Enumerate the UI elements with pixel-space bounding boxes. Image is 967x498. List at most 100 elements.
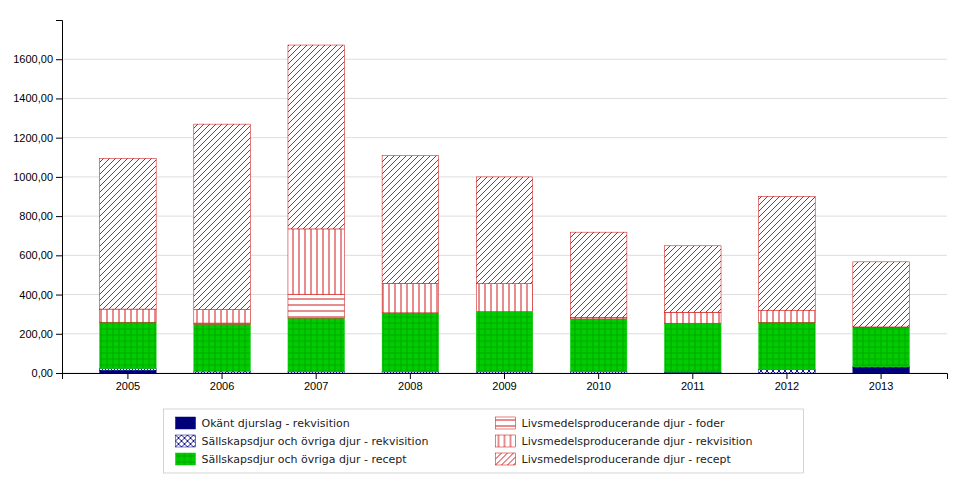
bar <box>100 158 156 309</box>
bar <box>759 311 815 323</box>
bar <box>476 177 532 284</box>
legend-swatch <box>176 453 196 465</box>
tick-mark <box>881 373 882 379</box>
tick-mark <box>786 373 787 379</box>
tick: 2007 <box>304 373 328 392</box>
bar <box>570 232 626 317</box>
legend-label: Livsmedelsproducerande djur - rekvisitio… <box>522 435 753 448</box>
tick-label: 2012 <box>775 380 799 392</box>
legend-swatch <box>496 417 516 429</box>
bar <box>570 373 626 374</box>
tick-label: 2005 <box>116 380 140 392</box>
tick: 2008 <box>398 373 422 392</box>
bar <box>382 313 438 372</box>
legend-item: Livsmedelsproducerande djur - rekvisitio… <box>496 435 753 448</box>
legend-item: Livsmedelsproducerande djur - recept <box>496 453 732 466</box>
tick-mark <box>222 373 223 379</box>
legend-swatch <box>496 435 516 447</box>
tick: 600,00 <box>19 249 62 261</box>
bar <box>759 196 815 310</box>
tick-mark <box>56 334 62 335</box>
bar <box>382 156 438 284</box>
tick: 2009 <box>492 373 516 392</box>
legend-label: Okänt djurslag - rekvisition <box>202 417 350 430</box>
tick: 1200,00 <box>13 132 62 144</box>
tick-label: 0,00 <box>32 367 53 379</box>
bar <box>194 324 250 371</box>
bar <box>100 322 156 368</box>
axis-line <box>63 374 948 380</box>
legend-swatch <box>496 453 516 465</box>
bar <box>476 312 532 372</box>
bar <box>665 246 721 312</box>
tick-label: 2007 <box>304 380 328 392</box>
tick: 200,00 <box>19 328 62 340</box>
tick: 2011 <box>681 373 705 392</box>
y-axis: 0,00 200,00 400,00 600,00 800,00 1000,00 1200,… <box>13 21 62 380</box>
legend-item: Livsmedelsproducerande djur - foder <box>496 417 726 430</box>
tick-label: 2013 <box>869 380 893 392</box>
tick-label: 800,00 <box>19 210 53 222</box>
tick: 1600,00 <box>13 53 62 65</box>
legend-swatch <box>176 417 196 429</box>
bar <box>570 319 626 372</box>
tick: 2010 <box>586 373 610 392</box>
legend-label: Livsmedelsproducerande djur - recept <box>522 453 732 466</box>
tick-mark <box>127 373 128 379</box>
bar <box>288 318 344 371</box>
legend-item: Sällskapsdjur och övriga djur - rekvisit… <box>176 435 429 448</box>
bar <box>382 283 438 312</box>
tick: 1000,00 <box>13 171 62 183</box>
tick-label: 2011 <box>681 380 705 392</box>
tick: 800,00 <box>19 210 62 222</box>
plot: 2005 2006 2007 2008 2009 2010 2011 2012 2013 0,00… <box>13 21 947 392</box>
bar <box>288 229 344 294</box>
bar <box>194 124 250 310</box>
tick-mark <box>598 373 599 379</box>
tick-mark <box>56 59 62 60</box>
bar <box>194 371 250 373</box>
tick-label: 600,00 <box>19 249 53 261</box>
bar <box>100 368 156 370</box>
tick: 2012 <box>775 373 799 392</box>
legend-frame <box>164 409 804 473</box>
bar <box>100 309 156 322</box>
grid-line <box>62 59 947 60</box>
x-axis: 2005 2006 2007 2008 2009 2010 2011 2012 2013 <box>63 373 948 392</box>
bar <box>759 369 815 373</box>
grid-line <box>62 98 947 99</box>
bar <box>853 327 909 367</box>
tick-mark <box>56 255 62 256</box>
bar <box>853 262 909 327</box>
tick-label: 400,00 <box>19 289 53 301</box>
tick: 2013 <box>869 373 893 392</box>
tick-label: 1000,00 <box>13 171 53 183</box>
bar <box>100 370 156 373</box>
tick-mark <box>692 373 693 379</box>
tick-mark <box>316 373 317 379</box>
tick-mark <box>56 98 62 99</box>
tick: 1400,00 <box>13 92 62 104</box>
legend-swatch <box>176 435 196 447</box>
tick-label: 2006 <box>210 380 234 392</box>
tick-label: 2010 <box>586 380 610 392</box>
bar <box>288 294 344 318</box>
tick-mark <box>410 373 411 379</box>
tick: 400,00 <box>19 289 62 301</box>
chart: 2005 2006 2007 2008 2009 2010 2011 2012 2013 0,00… <box>0 0 967 498</box>
bar <box>759 322 815 369</box>
legend-label: Livsmedelsproducerande djur - foder <box>522 417 726 430</box>
tick-label: 1200,00 <box>13 132 53 144</box>
tick-mark <box>56 295 62 296</box>
tick-mark <box>56 216 62 217</box>
bar <box>194 310 250 323</box>
bars <box>100 45 910 373</box>
tick: 2006 <box>210 373 234 392</box>
tick-mark <box>56 177 62 178</box>
tick-label: 2008 <box>398 380 422 392</box>
legend-item: Okänt djurslag - rekvisition <box>176 417 350 430</box>
tick-label: 1600,00 <box>13 53 53 65</box>
bar <box>382 373 438 374</box>
tick: 2005 <box>116 373 140 392</box>
legend-label: Sällskapsdjur och övriga djur - rekvisit… <box>202 435 429 448</box>
